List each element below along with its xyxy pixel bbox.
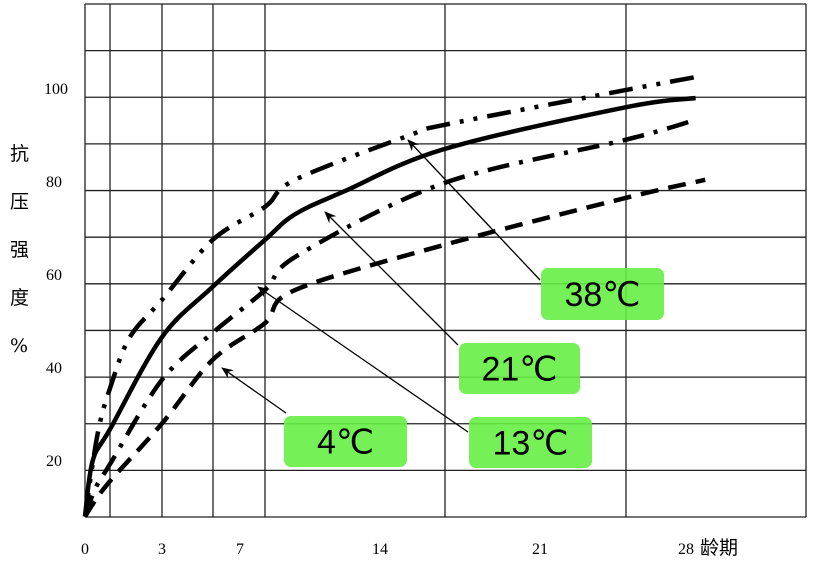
- series-label-4c: 4℃: [317, 424, 374, 462]
- series-line-4c: [83, 177, 706, 518]
- arrow-4c: [221, 367, 287, 414]
- y-tick-label: 100: [44, 81, 68, 98]
- y-tick-label: 80: [46, 174, 62, 191]
- x-tick-label: 28: [678, 541, 694, 558]
- arrow-38c: [407, 139, 541, 281]
- x-axis-label: 龄期: [700, 537, 738, 559]
- series-line-21c: [82, 95, 696, 517]
- y-axis-label-char: %: [10, 335, 28, 357]
- x-tick-label: 21: [532, 541, 548, 558]
- label-box-21c: [459, 343, 580, 394]
- label-box-13c: [469, 417, 592, 468]
- grid: [84, 3, 807, 518]
- x-tick-label: 0: [81, 541, 89, 558]
- y-tick-label: 20: [46, 453, 62, 470]
- label-box-4c: [284, 416, 407, 467]
- y-axis-label-char: 强: [10, 239, 29, 261]
- arrow-13c: [257, 286, 469, 433]
- y-tick-label: 60: [46, 267, 62, 284]
- series-line-38c: [82, 74, 697, 517]
- arrow-21c: [324, 211, 459, 346]
- y-tick-label: 40: [46, 360, 62, 377]
- y-axis-label-char: 压: [10, 191, 29, 213]
- x-tick-label: 14: [372, 541, 388, 558]
- y-axis-label-char: 度: [10, 287, 29, 309]
- label-box-38c: [541, 268, 664, 320]
- series-label-21c: 21℃: [481, 351, 557, 389]
- series-label-13c: 13℃: [492, 425, 568, 463]
- x-tick-label: 3: [158, 541, 166, 558]
- series-label-38c: 38℃: [564, 276, 640, 314]
- x-tick-label: 7: [236, 541, 244, 558]
- y-axis-label-char: 抗: [10, 143, 29, 165]
